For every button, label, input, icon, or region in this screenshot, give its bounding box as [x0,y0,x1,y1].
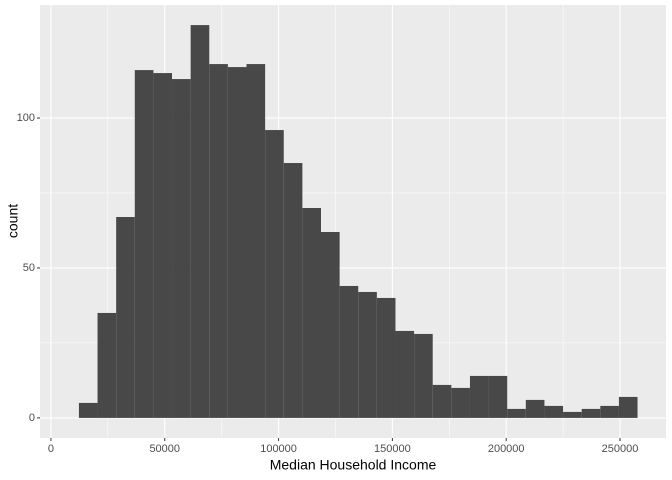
bar [283,163,303,418]
y-tick-label: 0 [29,412,35,424]
bar [78,402,98,418]
bar [376,297,396,418]
x-tick-label: 150000 [374,443,411,455]
x-tick-label: 200000 [488,443,525,455]
bar [116,217,135,418]
bar [358,291,377,418]
bar [190,25,210,418]
bar [488,375,508,418]
x-tick-label: 50000 [149,443,180,455]
bar [618,396,638,418]
bar [525,399,545,418]
bar [395,330,415,418]
x-axis-title: Median Household Income [270,457,437,473]
x-tick-label: 0 [48,443,54,455]
bar [246,64,266,418]
bar [339,285,359,418]
y-tick-label: 100 [17,112,35,124]
bar [265,130,284,418]
bar [134,70,154,418]
y-axis-title: count [5,204,21,238]
x-tick-label: 250000 [602,443,639,455]
bar [414,333,433,418]
bar [320,231,340,418]
bar [209,64,228,418]
bar [302,208,321,418]
bar [469,375,489,418]
bar [581,408,601,418]
bar [600,405,619,418]
bar [97,312,117,418]
bar [544,405,564,418]
bar [451,387,470,418]
bar [507,408,526,418]
bar [153,73,173,418]
bar [172,79,191,418]
bar [563,411,582,418]
y-tick-label: 50 [23,262,35,274]
bar [432,384,452,418]
x-tick-label: 100000 [260,443,297,455]
bar [227,67,247,418]
